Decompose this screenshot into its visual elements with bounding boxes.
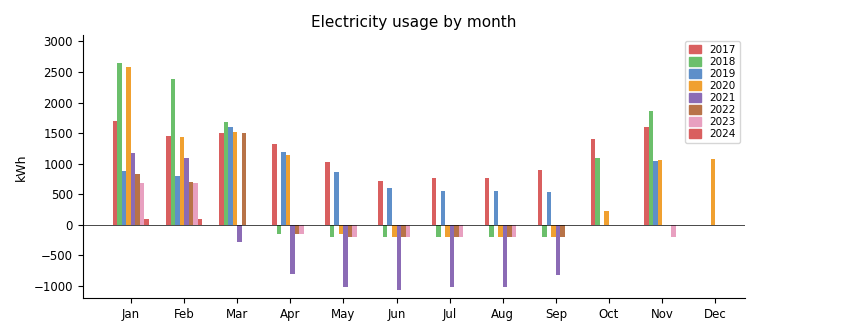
- Bar: [445, 225, 449, 237]
- Bar: [242, 133, 246, 225]
- Bar: [184, 158, 188, 225]
- Bar: [276, 225, 282, 234]
- Bar: [441, 191, 445, 225]
- Bar: [224, 122, 228, 225]
- Bar: [136, 174, 140, 225]
- Bar: [295, 225, 299, 234]
- Bar: [339, 225, 343, 234]
- Bar: [144, 219, 149, 225]
- Bar: [499, 225, 503, 237]
- Bar: [489, 225, 493, 237]
- Bar: [392, 225, 397, 237]
- Bar: [383, 225, 387, 237]
- Bar: [595, 158, 600, 225]
- Bar: [556, 225, 561, 275]
- Bar: [503, 225, 507, 287]
- Bar: [401, 225, 405, 237]
- Bar: [511, 225, 517, 237]
- Bar: [653, 161, 658, 225]
- Bar: [282, 152, 286, 225]
- Bar: [378, 181, 383, 225]
- Bar: [238, 225, 242, 242]
- Bar: [671, 225, 676, 237]
- Bar: [113, 121, 118, 225]
- Bar: [140, 183, 144, 225]
- Bar: [353, 225, 357, 237]
- Bar: [232, 132, 238, 225]
- Y-axis label: kWh: kWh: [15, 153, 28, 180]
- Bar: [290, 225, 295, 274]
- Bar: [188, 182, 193, 225]
- Bar: [387, 188, 392, 225]
- Bar: [397, 225, 401, 290]
- Bar: [459, 225, 463, 237]
- Bar: [330, 225, 334, 237]
- Bar: [591, 139, 595, 225]
- Bar: [286, 155, 290, 225]
- Bar: [334, 172, 339, 225]
- Bar: [537, 170, 543, 225]
- Bar: [649, 111, 653, 225]
- Bar: [605, 211, 609, 225]
- Bar: [122, 171, 126, 225]
- Bar: [326, 162, 330, 225]
- Bar: [126, 67, 131, 225]
- Bar: [405, 225, 410, 237]
- Bar: [547, 192, 551, 225]
- Bar: [118, 63, 122, 225]
- Bar: [170, 79, 175, 225]
- Bar: [166, 136, 170, 225]
- Bar: [551, 225, 556, 237]
- Legend: 2017, 2018, 2019, 2020, 2021, 2022, 2023, 2024: 2017, 2018, 2019, 2020, 2021, 2022, 2023…: [684, 41, 740, 143]
- Title: Electricity usage by month: Electricity usage by month: [311, 15, 517, 30]
- Bar: [561, 225, 565, 237]
- Bar: [175, 176, 180, 225]
- Bar: [449, 225, 454, 287]
- Bar: [348, 225, 353, 237]
- Bar: [180, 137, 184, 225]
- Bar: [198, 219, 202, 225]
- Bar: [711, 159, 715, 225]
- Bar: [131, 153, 136, 225]
- Bar: [193, 183, 198, 225]
- Bar: [493, 191, 499, 225]
- Bar: [219, 133, 224, 225]
- Bar: [343, 225, 348, 287]
- Bar: [543, 225, 547, 237]
- Bar: [272, 144, 276, 225]
- Bar: [228, 127, 232, 225]
- Bar: [507, 225, 511, 237]
- Bar: [644, 127, 649, 225]
- Bar: [658, 160, 662, 225]
- Bar: [454, 225, 459, 237]
- Bar: [299, 225, 304, 234]
- Bar: [436, 225, 441, 237]
- Bar: [432, 178, 436, 225]
- Bar: [485, 178, 489, 225]
